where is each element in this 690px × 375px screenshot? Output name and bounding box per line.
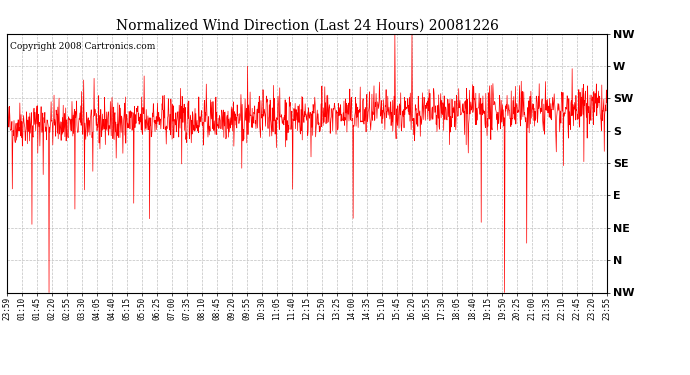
Text: Copyright 2008 Cartronics.com: Copyright 2008 Cartronics.com (10, 42, 155, 51)
Title: Normalized Wind Direction (Last 24 Hours) 20081226: Normalized Wind Direction (Last 24 Hours… (116, 19, 498, 33)
